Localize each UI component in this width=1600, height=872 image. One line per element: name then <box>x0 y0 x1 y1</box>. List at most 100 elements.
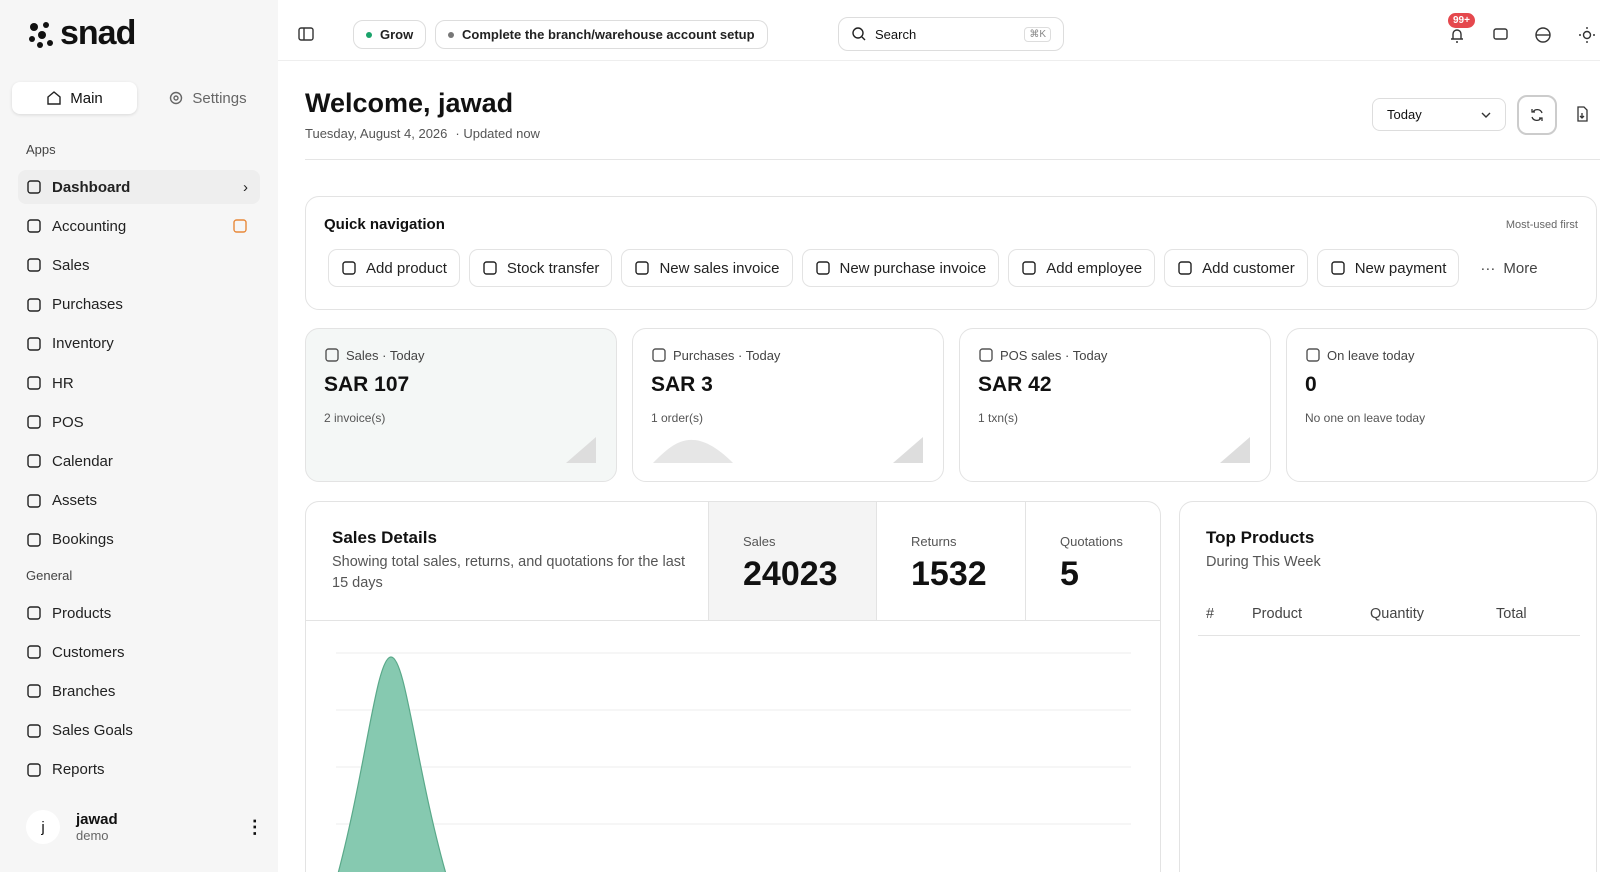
nav-item[interactable]: Inventory <box>18 327 260 361</box>
nav-item[interactable]: Assets <box>18 484 260 518</box>
icon <box>27 723 41 738</box>
stat-label: Returns <box>911 534 957 549</box>
export-button[interactable] <box>1574 106 1590 122</box>
nav-item[interactable]: Products <box>18 596 260 630</box>
period-select[interactable]: Today <box>1372 98 1506 131</box>
icon <box>27 763 41 777</box>
user-menu[interactable]: ⋮ <box>245 816 264 837</box>
column-header: # <box>1206 606 1215 622</box>
search[interactable]: Search ⌘K <box>838 17 1064 51</box>
nav-item[interactable]: Bookings <box>18 523 260 557</box>
user-name: jawad <box>76 811 118 828</box>
icon <box>1331 261 1345 275</box>
stat: Sales 24023 <box>708 502 876 620</box>
updated: · Updated now <box>455 126 540 141</box>
kpi-label-text: Sales · Today <box>346 347 425 363</box>
plan-badge[interactable]: Grow <box>353 20 427 49</box>
nav-item[interactable]: Branches <box>18 674 260 708</box>
nav-label: Sales <box>52 256 90 274</box>
nav-item[interactable]: POS <box>18 405 260 439</box>
quick-nav-hint: Most-used first <box>1505 219 1578 231</box>
nav-label: Branches <box>52 682 116 700</box>
icon <box>27 219 41 233</box>
sales-area <box>337 656 447 872</box>
plan-label: Grow <box>380 27 414 42</box>
icon <box>27 645 41 659</box>
sidebar-toggle[interactable] <box>298 26 314 42</box>
tab[interactable]: Settings <box>145 82 270 114</box>
top-icons[interactable] <box>1448 26 1600 44</box>
sparkline <box>653 437 923 463</box>
kpi-label-text: On leave today <box>1327 347 1415 363</box>
quick-action[interactable]: Add customer <box>1164 249 1308 287</box>
nav-item[interactable]: HR <box>18 366 260 400</box>
action-label: Add product <box>366 259 447 277</box>
topbar: Grow Complete the branch/warehouse accou… <box>278 0 1600 61</box>
quick-action[interactable]: New sales invoice <box>621 249 793 287</box>
kpi-card[interactable]: Purchases · Today SAR 3 1 order(s) <box>632 328 944 482</box>
stat: Returns 1532 <box>876 502 1025 620</box>
kpi-card[interactable]: POS sales · Today SAR 42 1 txn(s) <box>959 328 1271 482</box>
quick-action[interactable]: Add product <box>328 249 460 287</box>
quick-action[interactable]: New payment <box>1316 249 1460 287</box>
nav-item[interactable]: Sales <box>18 248 260 282</box>
nav-label: Dashboard <box>52 178 131 196</box>
nav-item[interactable]: Accounting <box>18 209 260 243</box>
nav-item[interactable]: Calendar <box>18 444 260 478</box>
sales-details: Sales Details Showing total sales, retur… <box>305 501 1161 872</box>
quick-action[interactable]: Add employee <box>1008 249 1156 287</box>
kpi-value: SAR 3 <box>651 373 713 396</box>
sidebar-tabs: Main Settings <box>12 82 270 114</box>
setup-badge[interactable]: Complete the branch/warehouse account se… <box>435 20 768 49</box>
column-header: Total <box>1496 606 1527 622</box>
logo-mark <box>29 21 53 48</box>
icon <box>27 297 41 312</box>
icon <box>483 261 497 275</box>
kpi-card[interactable]: On leave today 0 No one on leave today <box>1286 328 1598 482</box>
nav-label: Products <box>52 604 112 622</box>
quick-actions: Add product Stock transfer New sales invoi… <box>328 249 1538 287</box>
nav-item[interactable]: Dashboard › <box>18 170 260 204</box>
setup-label: Complete the branch/warehouse account se… <box>462 27 755 42</box>
tab[interactable]: Main <box>12 82 137 114</box>
nav-label: Sales Goals <box>52 722 133 740</box>
logo[interactable]: snad <box>26 14 136 53</box>
user[interactable]: j jawad demo ⋮ <box>26 810 264 844</box>
grid <box>336 652 1131 825</box>
nav-item[interactable]: Reports <box>18 753 260 787</box>
tab-label: Main <box>70 89 103 107</box>
icon <box>979 348 993 362</box>
quick-action[interactable]: New purchase invoice <box>801 249 1000 287</box>
quick-action[interactable]: Stock transfer <box>468 249 613 287</box>
nav-item[interactable]: Customers <box>18 635 260 669</box>
icon <box>1178 261 1192 275</box>
icon <box>170 91 183 105</box>
nav-item[interactable]: Purchases <box>18 288 260 322</box>
kpi-card[interactable]: Sales · Today SAR 107 2 invoice(s) <box>305 328 617 482</box>
logo-text: snad <box>60 14 136 52</box>
refresh-button[interactable] <box>1517 95 1557 135</box>
user-role: demo <box>76 828 109 843</box>
action-label: Add customer <box>1202 259 1295 277</box>
sparkline <box>1220 437 1250 463</box>
action-label: New payment <box>1354 259 1447 277</box>
more-button[interactable]: ··· More <box>1480 260 1537 277</box>
icon <box>635 261 650 275</box>
nav-item[interactable]: Sales Goals <box>18 714 260 748</box>
icon <box>27 454 41 469</box>
action-label: Add employee <box>1046 259 1143 277</box>
nav-label: POS <box>52 413 84 431</box>
kpi-note: 2 invoice(s) <box>324 411 386 425</box>
icon <box>1306 348 1320 362</box>
kpi-label: POS sales · Today <box>978 347 1252 363</box>
period-label: Today <box>1387 107 1422 122</box>
sidebar: snad Main Settings Apps Dashboard › Account… <box>0 0 278 872</box>
stat-value: 1532 <box>911 555 987 593</box>
top-products: Top Products During This Week # Product Qu… <box>1179 501 1597 872</box>
icon <box>342 261 356 275</box>
action-label: New purchase invoice <box>839 259 987 277</box>
divider <box>306 620 1160 621</box>
icon <box>27 376 41 390</box>
icon <box>27 606 41 620</box>
action-label: Stock transfer <box>506 259 600 277</box>
